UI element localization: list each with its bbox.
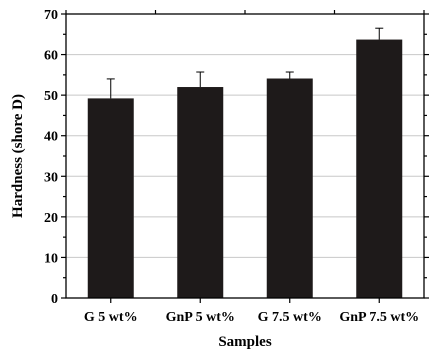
y-tick-label: 60 <box>44 49 58 64</box>
x-tick-label: GnP 7.5 wt% <box>339 310 419 325</box>
y-tick-label: 70 <box>44 8 58 23</box>
y-tick-label: 10 <box>44 251 58 266</box>
y-axis-title: Hardness (shore D) <box>10 94 26 218</box>
x-tick-label: G 5 wt% <box>84 310 138 325</box>
bar <box>87 98 134 298</box>
tick-labels: 0 10 20 30 40 50 60 70 G 5 wt% GnP 5 wt% G 7.5 wt%… <box>44 8 419 325</box>
y-tick-label: 20 <box>44 211 58 226</box>
bar <box>177 87 224 299</box>
y-tick-label: 0 <box>51 292 58 307</box>
bar <box>356 39 403 299</box>
bars <box>87 39 403 299</box>
x-tick-label: G 7.5 wt% <box>258 310 322 325</box>
x-axis-title: Samples <box>218 334 272 350</box>
y-tick-label: 30 <box>44 170 58 185</box>
axis-ticks <box>61 10 429 303</box>
bar <box>266 78 313 298</box>
y-tick-label: 40 <box>44 130 58 145</box>
y-tick-label: 50 <box>44 89 58 104</box>
x-tick-label: GnP 5 wt% <box>166 310 235 325</box>
error-bars <box>106 27 384 99</box>
